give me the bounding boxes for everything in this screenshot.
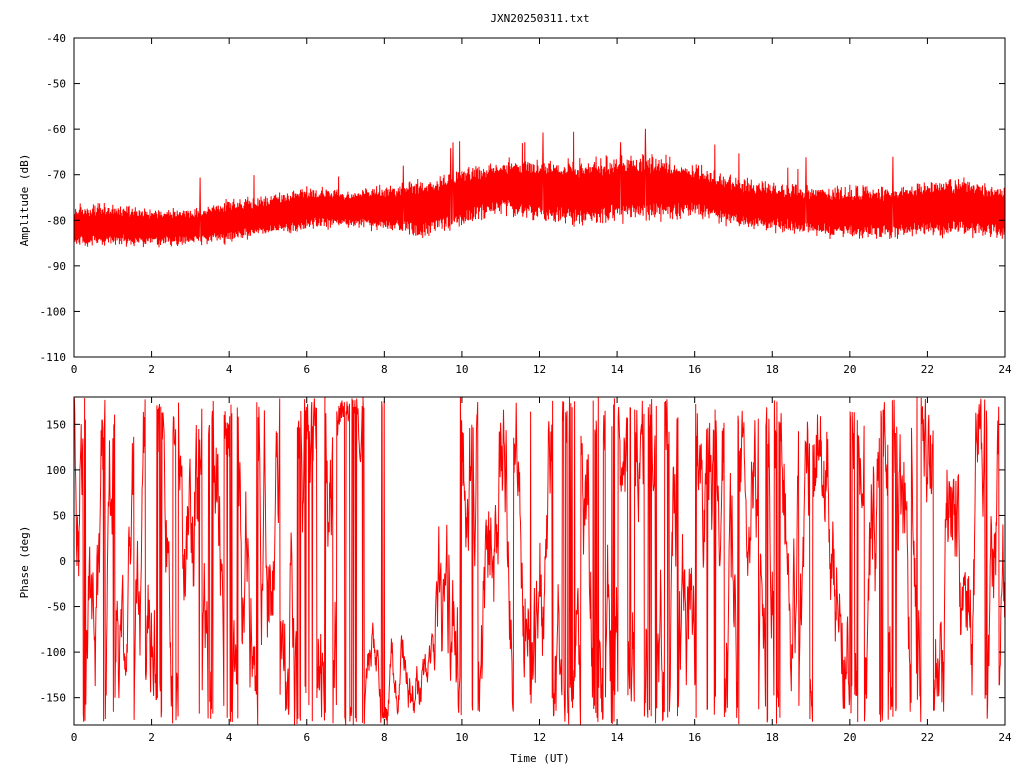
- phase-series-group: [73, 397, 1006, 726]
- phase-y-tick-label: -150: [40, 692, 67, 705]
- amplitude-series-line: [73, 128, 1006, 248]
- phase-y-tick-label: -50: [46, 601, 66, 614]
- phase-y-tick-label: 50: [53, 509, 66, 522]
- amplitude-x-tick-label: 20: [843, 363, 856, 376]
- phase-x-tick-label: 16: [688, 731, 701, 744]
- phase-y-axis-label: Phase (deg): [18, 526, 31, 599]
- amplitude-y-tick-label: -80: [46, 214, 66, 227]
- phase-panel: 0 2 4 6 8 10 12 14 16 18 20 22 24150100500-50-100-15…: [18, 396, 1012, 765]
- phase-x-tick-label: 6: [303, 731, 310, 744]
- amplitude-x-tick-label: 22: [921, 363, 934, 376]
- amplitude-panel: 0 2 4 6 8 10 12 14 16 18 20 22 24-40-50-60-70-80-90-…: [18, 32, 1012, 376]
- amplitude-y-axis-label: Amplitude (dB): [18, 154, 31, 247]
- phase-x-axis-label: Time (UT): [510, 752, 570, 765]
- amplitude-y-tick-label: -90: [46, 260, 66, 273]
- phase-x-tick-label: 0: [71, 731, 78, 744]
- amplitude-x-tick-label: 2: [148, 363, 155, 376]
- phase-x-tick-label: 22: [921, 731, 934, 744]
- amplitude-x-tick-label: 4: [226, 363, 233, 376]
- amplitude-y-tick-label: -100: [40, 305, 67, 318]
- amplitude-x-tick-label: 10: [455, 363, 468, 376]
- phase-x-tick-label: 10: [455, 731, 468, 744]
- amplitude-y-tick-label: -60: [46, 123, 66, 136]
- amplitude-y-tick-label: -70: [46, 169, 66, 182]
- phase-x-tick-label: 2: [148, 731, 155, 744]
- phase-y-tick-label: 150: [46, 418, 66, 431]
- phase-x-tick-label: 4: [226, 731, 233, 744]
- amplitude-x-tick-label: 18: [766, 363, 779, 376]
- phase-y-tick-label: -100: [40, 646, 67, 659]
- amplitude-x-tick-label: 6: [303, 363, 310, 376]
- amplitude-x-tick-label: 24: [998, 363, 1012, 376]
- phase-series-line: [73, 397, 1006, 726]
- phase-y-tick-label: 0: [59, 555, 66, 568]
- phase-x-tick-label: 18: [766, 731, 779, 744]
- phase-x-tick-label: 20: [843, 731, 856, 744]
- amplitude-x-tick-label: 16: [688, 363, 701, 376]
- chart-title: JXN20250311.txt: [490, 12, 589, 25]
- amplitude-y-tick-label: -50: [46, 78, 66, 91]
- amplitude-x-tick-label: 0: [71, 363, 78, 376]
- phase-x-tick-label: 14: [610, 731, 624, 744]
- amplitude-x-tick-label: 14: [610, 363, 624, 376]
- amplitude-y-tick-label: -40: [46, 32, 66, 45]
- phase-x-tick-label: 12: [533, 731, 546, 744]
- amplitude-x-tick-label: 8: [381, 363, 388, 376]
- phase-y-tick-label: 100: [46, 464, 66, 477]
- phase-x-tick-label: 8: [381, 731, 388, 744]
- phase-ticks: 0 2 4 6 8 10 12 14 16 18 20 22 24150100500-50-100-15…: [40, 397, 1012, 744]
- amplitude-ticks: 0 2 4 6 8 10 12 14 16 18 20 22 24-40-50-60-70-80-90-…: [40, 32, 1012, 376]
- amplitude-x-tick-label: 12: [533, 363, 546, 376]
- amplitude-y-tick-label: -110: [40, 351, 67, 364]
- amplitude-series-group: [73, 128, 1006, 248]
- phase-x-tick-label: 24: [998, 731, 1012, 744]
